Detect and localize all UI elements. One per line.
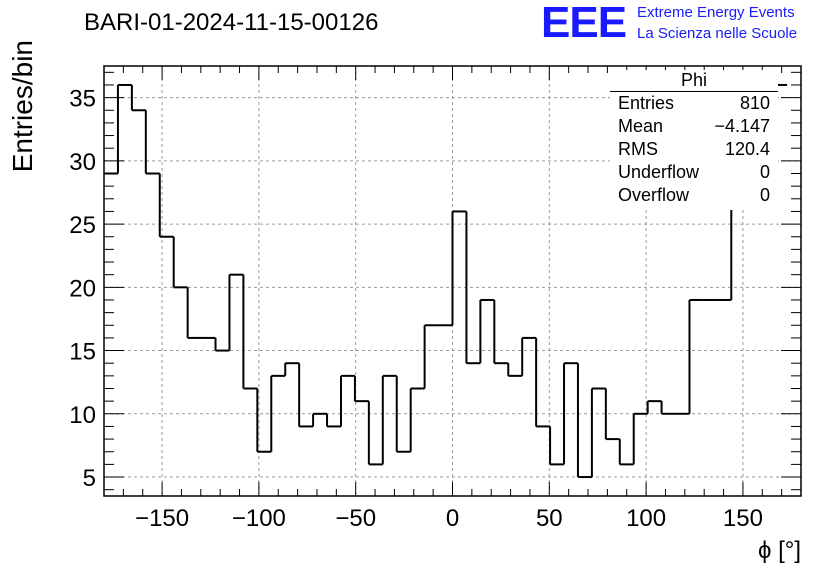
- stats-value: 810: [739, 93, 770, 113]
- stats-row-rms: RMS 120.4: [618, 139, 770, 161]
- logo-line-2: La Scienza nelle Scuole: [637, 25, 798, 42]
- x-tick-label: 0: [446, 505, 459, 532]
- y-tick-label: 30: [69, 149, 96, 176]
- stats-value: 120.4: [724, 139, 770, 159]
- x-axis-label: ϕ [°]: [758, 537, 801, 564]
- y-tick-label: 20: [69, 275, 96, 302]
- x-tick-label: 100: [626, 505, 666, 532]
- stats-row-entries: Entries 810: [618, 93, 770, 115]
- axis-ticks: [103, 66, 802, 496]
- y-tick-label: 15: [69, 339, 96, 366]
- logo-line-1: Extreme Energy Events: [637, 4, 795, 21]
- stats-value: 0: [759, 162, 770, 182]
- stats-value: 0: [759, 185, 770, 205]
- tick-labels: −150 −100 −50 0 50 100 150 5 10 15 20 25 30 35: [69, 86, 763, 532]
- stats-box-title: Phi: [680, 70, 707, 90]
- x-tick-label: −50: [335, 505, 376, 532]
- stats-box-divider: [610, 91, 778, 92]
- stats-box: Phi Entries 810 Mean −4.147 RMS 120.4 Un…: [610, 70, 778, 210]
- y-tick-label: 5: [83, 465, 96, 492]
- y-tick-label: 25: [69, 212, 96, 239]
- x-tick-label: −100: [232, 505, 286, 532]
- eee-logo: EEE: [541, 0, 627, 47]
- stats-row-underflow: Underflow 0: [618, 162, 770, 184]
- chart-title: BARI-01-2024-11-15-00126: [84, 9, 379, 36]
- y-axis-label: Entries/bin: [7, 40, 38, 172]
- stats-row-overflow: Overflow 0: [618, 185, 770, 207]
- histogram-series: [104, 83, 788, 479]
- stats-key: RMS: [618, 139, 658, 159]
- x-tick-label: 50: [536, 505, 563, 532]
- x-tick-label: 150: [723, 505, 763, 532]
- stats-key: Underflow: [618, 162, 700, 182]
- stats-value: −4.147: [714, 116, 770, 136]
- stats-row-mean: Mean −4.147: [618, 116, 770, 138]
- x-tick-label: −150: [135, 505, 189, 532]
- stats-key: Overflow: [618, 185, 690, 205]
- stats-key: Mean: [618, 116, 664, 136]
- stats-key: Entries: [618, 93, 675, 113]
- y-tick-label: 10: [69, 402, 96, 429]
- y-tick-label: 35: [69, 86, 96, 113]
